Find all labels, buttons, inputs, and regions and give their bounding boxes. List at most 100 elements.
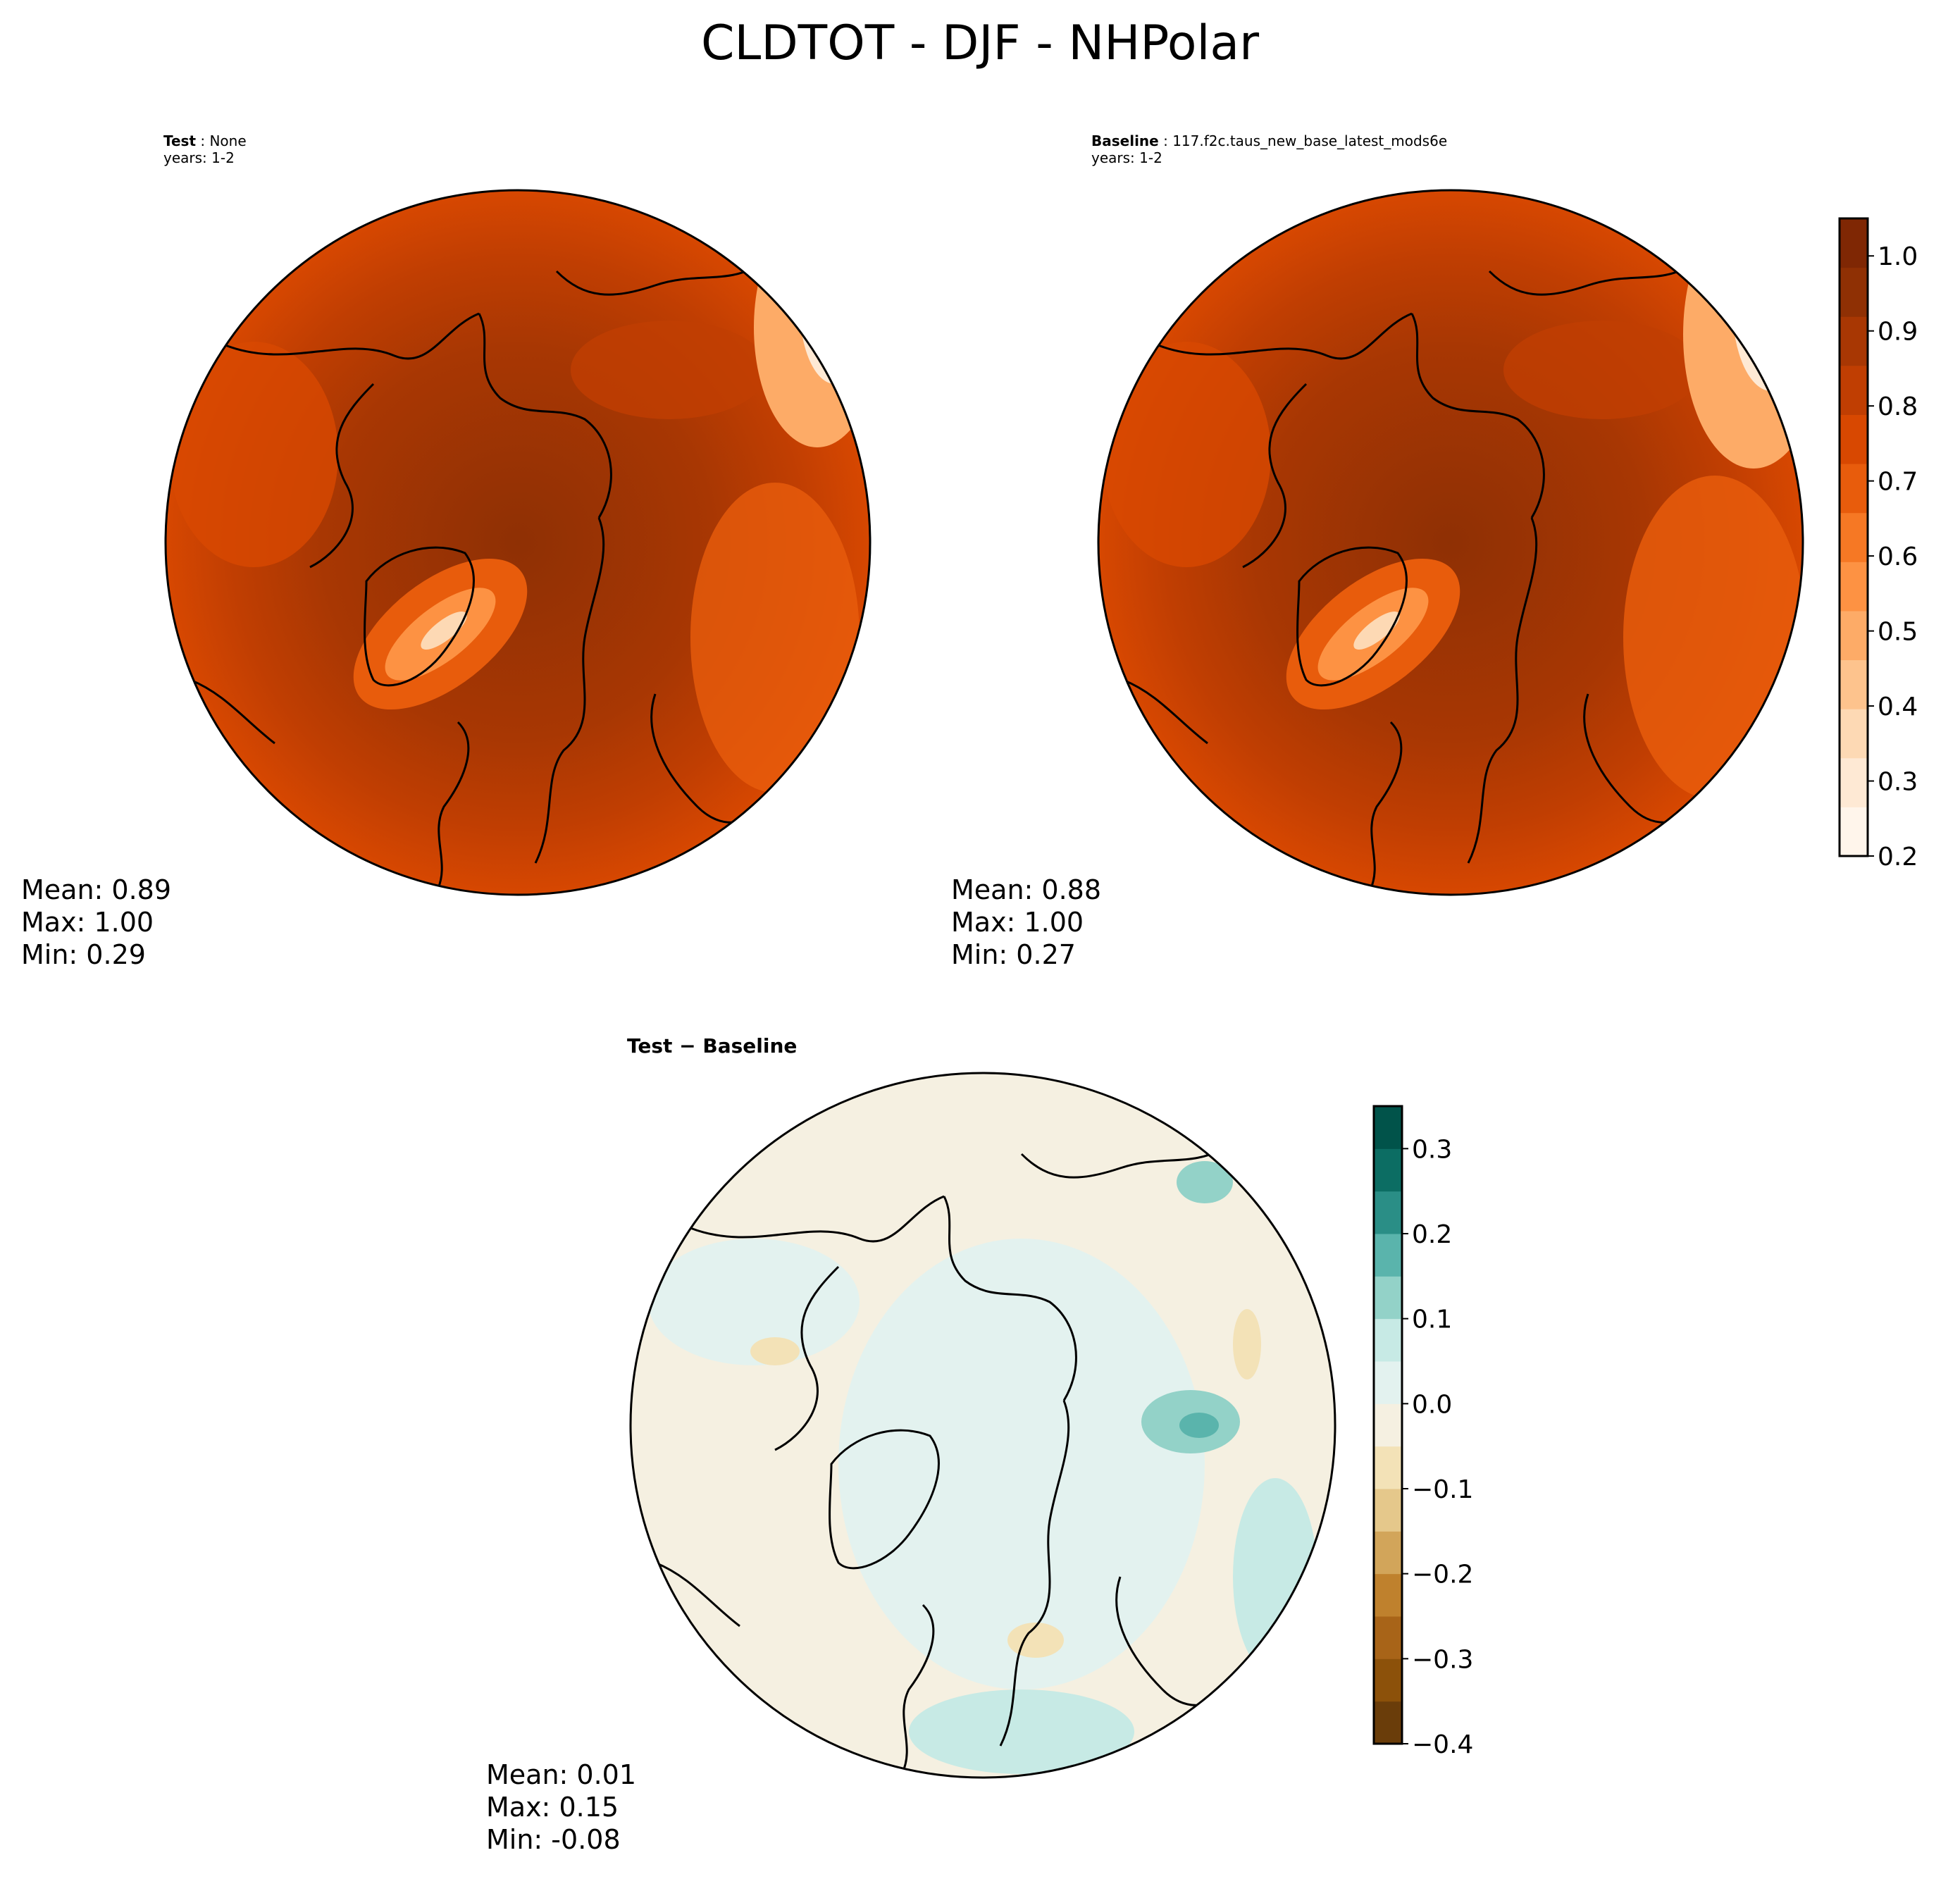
baseline-panel-label: Baseline : 117.f2c.taus_new_base_latest_… [1091,132,1447,149]
abs-colorbar-segment [1840,464,1868,514]
baseline-years: years: 1-2 [1091,149,1162,166]
test-field-greenland-min [421,612,467,650]
baseline-field-patch [1623,476,1803,800]
diff-stat-mean: Mean: 0.01 [486,1759,637,1790]
abs-colorbar-segment [1840,512,1868,562]
diff-map-boundary [629,1072,1336,1779]
baseline-polar-map [1097,189,1804,896]
coastline [1158,312,1413,360]
page-title: CLDTOT - DJF - NHPolar [700,15,1260,71]
test-field-patch [690,483,860,793]
coastline [655,1561,740,1627]
diff-panel-label: Test − Baseline [627,1034,798,1058]
diff-colorbar-segment [1374,1361,1402,1404]
diff-colorbar-tick-label: −0.1 [1412,1475,1473,1504]
abs-colorbar-tick-label: 0.5 [1878,618,1918,647]
test-label-bold: Test [163,132,197,149]
coastline [1122,678,1208,745]
diff-colorbar: 0.3 0.2 0.1 0.0 −0.1 −0.2 −0.3 −0.4 [1372,1105,1473,1759]
diff-colorbar-segment [1374,1616,1402,1659]
test-stat-min: Min: 0.29 [21,939,146,970]
diff-colorbar-segment [1374,1318,1402,1362]
diff-field-patch [1177,1161,1233,1203]
abs-colorbar: 0.2 0.3 0.4 0.5 0.6 0.7 0.8 0.9 1.0 [1838,217,1918,872]
test-stat-max: Max: 1.00 [21,907,154,938]
diff-stat-max: Max: 0.15 [486,1792,619,1823]
baseline-field-low-pacific [1683,201,1803,469]
diff-colorbar-tick-label: 0.0 [1412,1390,1452,1419]
coastline [999,1400,1070,1747]
coastline [309,383,375,569]
abs-colorbar-tick-label: 0.8 [1878,392,1918,421]
baseline-stat-mean: Mean: 0.88 [951,874,1102,905]
abs-colorbar-segment [1840,757,1868,807]
baseline-field-patch [1503,321,1701,419]
abs-colorbar-tick-label: 0.9 [1878,318,1918,347]
diff-field-patch [909,1689,1134,1774]
diff-stat-min: Min: -0.08 [486,1824,621,1855]
coastline [435,721,470,892]
diff-colorbar-segment [1374,1446,1402,1489]
diff-stats: Mean: 0.01 Max: 0.15 Min: -0.08 [486,1759,636,1856]
coastline [774,1265,840,1451]
coastline [1368,721,1403,892]
baseline-map-boundary [1097,189,1804,896]
diff-field-neg [1233,1309,1261,1379]
diff-colorbar-segment [1374,1234,1402,1277]
diff-colorbar-tick-label: 0.2 [1412,1220,1452,1249]
coastline-greenland [1296,546,1408,687]
abs-colorbar-tick-label: 0.2 [1878,843,1918,872]
coastline [1410,313,1545,519]
diff-colorbar-segment [1374,1403,1402,1447]
abs-colorbar-segment [1840,610,1868,661]
test-field-min-pacific [800,229,870,384]
test-years: years: 1-2 [163,149,235,166]
diff-polar-map [629,1072,1336,1779]
abs-colorbar-segment [1840,414,1868,464]
coastline [900,1604,935,1775]
diff-field-patch [1233,1478,1317,1675]
abs-colorbar-tick-label: 0.3 [1878,768,1918,797]
coastline [1020,1146,1227,1179]
coastline [190,678,275,745]
test-field-patch [571,321,768,419]
coastline-greenland [364,546,475,687]
abs-colorbar-segment [1840,267,1868,317]
baseline-stat-min: Min: 0.27 [951,939,1076,970]
diff-field-patch [648,1239,860,1365]
abs-colorbar-frame [1838,217,1869,857]
diff-colorbar-tick-label: −0.3 [1412,1645,1473,1674]
diff-colorbar-segment [1374,1658,1402,1702]
baseline-stats: Mean: 0.88 Max: 1.00 Min: 0.27 [951,874,1101,971]
test-stats: Mean: 0.89 Max: 1.00 Min: 0.29 [21,874,171,971]
diff-colorbar-segment [1374,1573,1402,1617]
test-field-patch [169,342,338,567]
test-panel-label: Test : None [163,132,247,149]
coastline [478,313,612,519]
baseline-stat-max: Max: 1.00 [951,907,1084,938]
test-map-boundary [164,189,872,896]
coastline [555,263,762,296]
baseline-label-bold: Baseline [1091,132,1159,149]
abs-colorbar-segment [1840,807,1868,857]
diff-colorbar-segment [1374,1531,1402,1575]
baseline-label-rest: : 117.f2c.taus_new_base_latest_mods6e [1158,132,1448,149]
baseline-field-patch [1102,342,1271,567]
abs-colorbar-tick-label: 0.6 [1878,542,1918,571]
abs-colorbar-segment [1840,218,1868,268]
abs-colorbar-segment [1840,659,1868,709]
diff-colorbar-segment [1374,1148,1402,1192]
coastline [1488,263,1694,296]
coastline [943,1196,1077,1401]
diff-colorbar-segment [1374,1701,1402,1744]
diff-colorbar-tick-label: 0.1 [1412,1306,1452,1334]
test-field-low-pacific [754,208,870,447]
diff-colorbar-segment [1374,1106,1402,1149]
baseline-field-min-pacific [1732,222,1803,391]
diff-colorbar-tick-label: −0.4 [1412,1730,1473,1759]
diff-field-neg [1007,1623,1064,1658]
coastline [1467,517,1538,864]
diff-colorbar-segment [1374,1276,1402,1320]
abs-colorbar-tick-label: 1.0 [1878,242,1918,271]
coastline [534,517,605,864]
